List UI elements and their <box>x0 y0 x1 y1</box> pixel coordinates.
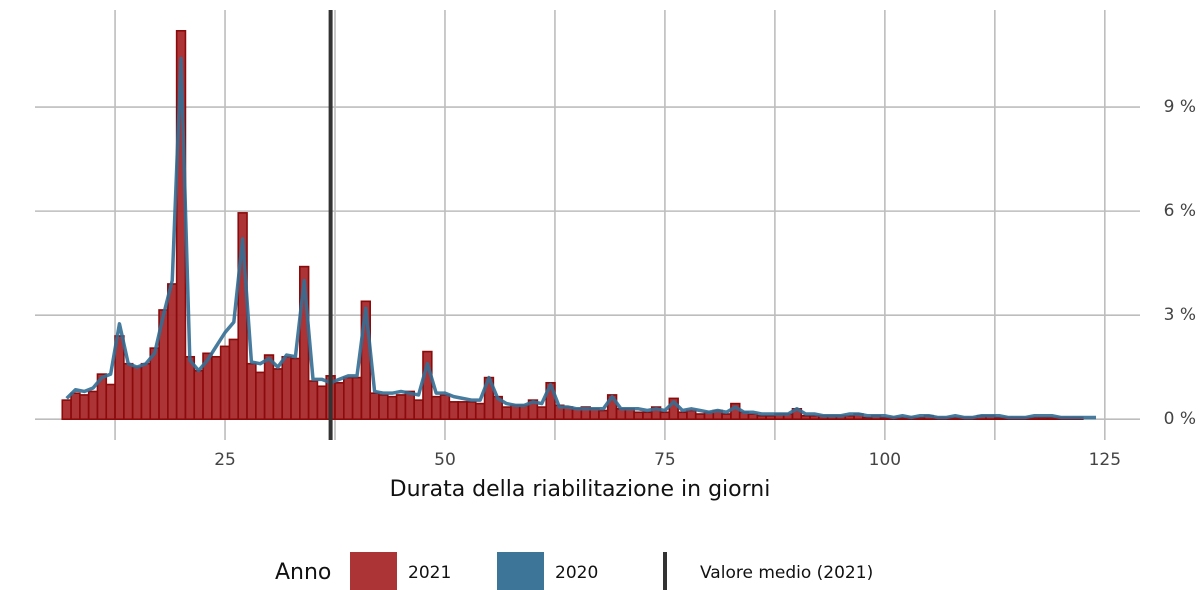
bar <box>536 406 547 420</box>
bar <box>131 366 143 420</box>
bar <box>378 394 389 420</box>
bar <box>369 392 380 420</box>
x-axis-label: Durata della riabilitazione in giorni <box>390 477 771 502</box>
bar <box>448 401 459 420</box>
bar <box>694 413 706 420</box>
bar <box>123 362 134 420</box>
bar <box>228 338 240 420</box>
bar <box>219 345 231 420</box>
bar <box>659 411 671 420</box>
bar <box>246 362 257 420</box>
legend-swatch <box>350 552 397 590</box>
bar <box>334 381 345 420</box>
bar <box>598 409 609 420</box>
y-tick-label: 6 % <box>1164 201 1196 221</box>
legend-label: 2021 <box>408 563 451 583</box>
bar <box>140 362 152 420</box>
bar <box>518 404 530 420</box>
bar <box>430 395 442 420</box>
bar <box>721 413 732 420</box>
bar <box>343 376 354 420</box>
bar <box>1038 416 1049 420</box>
bar <box>422 350 433 420</box>
bar <box>800 414 811 420</box>
bar <box>439 394 451 420</box>
bar <box>413 399 424 420</box>
bar <box>307 380 319 420</box>
bar <box>510 404 521 420</box>
bar <box>457 401 468 420</box>
bar <box>290 357 301 420</box>
bar <box>351 376 363 420</box>
bar <box>642 411 653 420</box>
bar <box>105 383 116 420</box>
bar <box>501 406 512 420</box>
bar <box>87 390 99 420</box>
bar <box>272 368 284 420</box>
bar <box>765 414 776 420</box>
bar <box>70 392 81 420</box>
x-tick-label: 75 <box>654 450 676 470</box>
bar <box>404 390 415 420</box>
bar <box>255 371 266 420</box>
bar <box>474 402 486 420</box>
bar <box>281 355 292 420</box>
bar <box>686 409 697 420</box>
x-tick-label: 50 <box>434 450 456 470</box>
y-tick-label: 3 % <box>1164 305 1196 325</box>
legend-label: Valore medio (2021) <box>700 563 873 583</box>
legend-label: 2020 <box>555 563 598 583</box>
legend-swatch <box>497 552 544 590</box>
line <box>65 56 1097 420</box>
bar <box>395 394 407 420</box>
bar <box>677 411 688 420</box>
bar <box>862 416 873 420</box>
bar <box>747 413 759 420</box>
bar <box>61 399 72 420</box>
bar <box>386 395 398 420</box>
bar <box>211 355 222 420</box>
legend-title: Anno <box>275 560 331 585</box>
bar <box>466 401 477 420</box>
bar <box>633 411 644 420</box>
bar <box>167 283 178 420</box>
y-tick-label: 9 % <box>1164 97 1196 117</box>
x-tick-label: 125 <box>1089 450 1121 470</box>
bar <box>316 385 328 420</box>
bar <box>263 354 275 420</box>
x-tick-label: 25 <box>214 450 236 470</box>
bar <box>79 394 90 420</box>
bar <box>756 414 767 420</box>
bar <box>668 397 679 420</box>
bar <box>193 369 204 420</box>
x-tick-label: 100 <box>869 450 901 470</box>
y-tick-label: 0 % <box>1164 409 1196 429</box>
